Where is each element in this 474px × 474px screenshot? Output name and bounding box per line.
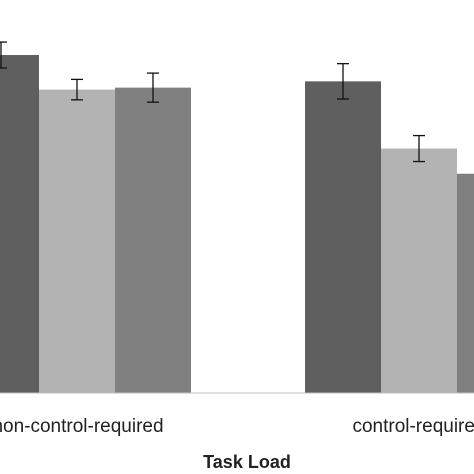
bar-series3-group1 [115,87,191,393]
bar-series1-group1 [0,55,39,394]
bar-series2-group2 [381,148,457,393]
bars-layer [0,55,474,394]
x-tick-label-non-control-required: non-control-required [0,416,164,437]
bar-series1-group2 [305,81,381,393]
error-bar-series1-group2 [337,63,349,100]
x-axis-title: Task Load [203,452,291,472]
error-bars-layer [0,41,425,163]
x-tick-label-control-required: control-required [352,416,474,437]
bar-series2-group1 [39,89,115,393]
bar-series3-group2 [457,173,474,393]
error-bar-series2-group2 [413,134,425,163]
error-bar-series2-group1 [71,78,83,101]
error-bar-series1-group1 [0,41,7,69]
error-bar-series3-group1 [147,72,159,103]
